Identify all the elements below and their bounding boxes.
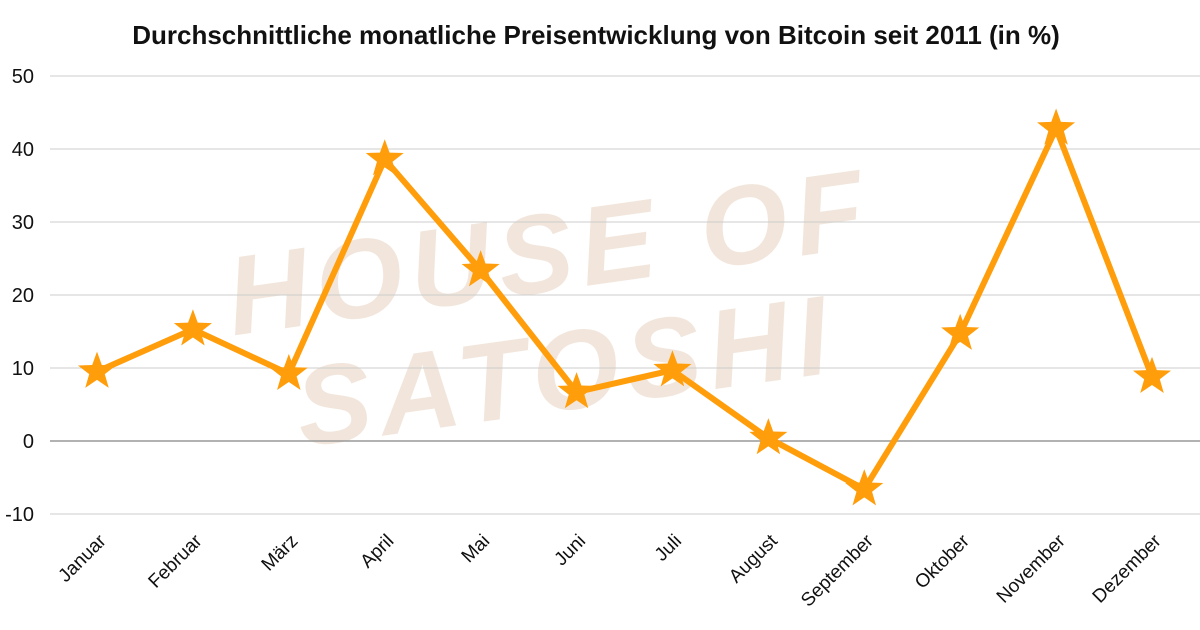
x-tick-label: Juli — [651, 531, 686, 566]
grid-lines — [50, 75, 1200, 515]
watermark-logo: HOUSE OF SATOSHI — [219, 145, 879, 471]
data-point-star — [1037, 108, 1076, 145]
x-tick-label: Mai — [458, 531, 495, 568]
x-tick-label: März — [258, 531, 303, 576]
x-tick-label: September — [797, 530, 878, 611]
y-tick-label: -10 — [5, 504, 34, 526]
y-tick-label: 40 — [12, 139, 34, 161]
x-tick-label: Oktober — [911, 530, 974, 593]
data-point-star — [845, 469, 884, 506]
y-tick-label: 10 — [12, 358, 34, 380]
x-tick-label: August — [725, 530, 782, 587]
y-tick-label: 30 — [12, 212, 34, 234]
y-tick-label: 20 — [12, 285, 34, 307]
chart-title: Durchschnittliche monatliche Preisentwic… — [132, 20, 1060, 50]
data-point-star — [461, 250, 500, 287]
data-point-star — [653, 350, 692, 387]
x-tick-label: Januar — [55, 530, 111, 586]
series-group — [77, 108, 1172, 506]
data-point-star — [557, 372, 596, 409]
x-axis-ticks: Januar Februar März April Mai Juni Juli August S… — [55, 530, 1166, 611]
x-tick-label: April — [357, 531, 399, 573]
x-tick-label: Juni — [551, 531, 590, 570]
data-point-star — [749, 418, 788, 455]
data-point-star — [1132, 356, 1172, 393]
x-tick-label: November — [993, 530, 1070, 607]
x-tick-label: Dezember — [1089, 530, 1166, 607]
x-tick-label: Februar — [145, 530, 207, 592]
data-point-star — [173, 309, 212, 346]
y-axis-ticks: -10 0 10 20 30 40 50 — [5, 66, 34, 526]
data-point-star — [941, 313, 980, 350]
data-point-star — [269, 353, 308, 391]
y-tick-label: 0 — [23, 431, 34, 453]
data-point-star — [77, 351, 117, 388]
y-tick-label: 50 — [12, 66, 34, 88]
series-line — [95, 120, 1155, 494]
data-point-star — [365, 139, 404, 176]
